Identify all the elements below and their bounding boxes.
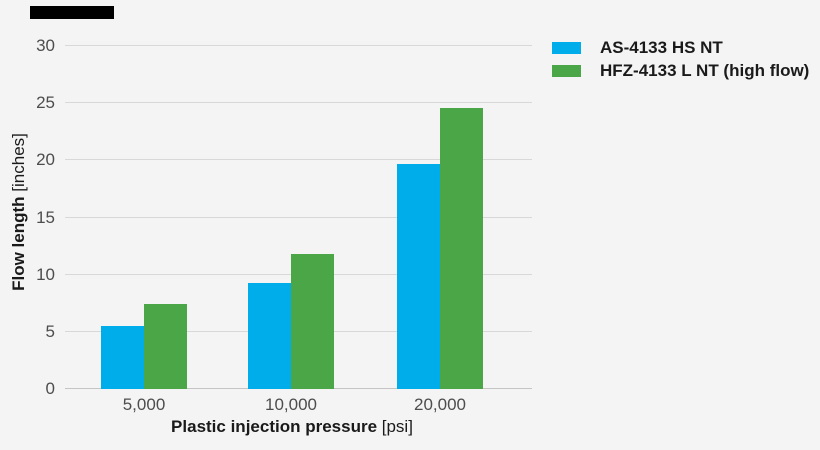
top-left-dark-bar [30,6,114,19]
y-tick-label-5: 5 [45,321,55,341]
bar-series1-20000 [440,107,483,389]
y-tick-label-30: 30 [36,36,55,55]
gridline-y-25 [65,102,532,104]
legend-item-hfz4133: HFZ-4133 L NT (high flow) [552,61,810,80]
x-tick-label-5000: 5,000 [122,395,166,414]
y-tick-label-10: 10 [36,264,55,284]
bar-series0-10000 [248,282,291,389]
y-tick-label-0: 0 [45,379,55,398]
x-axis-title: Plastic injection pressure [psi] [171,417,413,437]
legend-swatch-hfz4133 [552,64,581,77]
x-tick-label-10000: 10,000 [265,395,317,414]
y-tick-label-20: 20 [36,150,55,170]
x-axis-title-unit: [psi] [381,417,413,436]
gridline-y-20 [65,159,532,161]
legend: AS-4133 HS NT HFZ-4133 L NT (high flow) [552,38,810,80]
y-tick-label-15: 15 [36,207,55,227]
y-tick-label-25: 25 [36,93,55,113]
legend-swatch-as4133 [552,41,581,54]
legend-label-as4133: AS-4133 HS NT [600,38,723,57]
bar-series0-20000 [397,163,440,389]
plot-area [65,45,532,389]
gridline-y-30 [65,45,532,46]
bar-series1-5000 [144,304,187,389]
bar-series1-10000 [291,254,334,389]
gridline-y-15 [65,216,532,218]
legend-item-as4133: AS-4133 HS NT [552,38,809,57]
x-tick-label-20000: 20,000 [414,395,466,414]
bar-series0-5000 [101,326,144,389]
x-axis-title-main: Plastic injection pressure [171,417,378,436]
legend-label-hfz4133: HFZ-4133 L NT (high flow) [600,61,810,80]
